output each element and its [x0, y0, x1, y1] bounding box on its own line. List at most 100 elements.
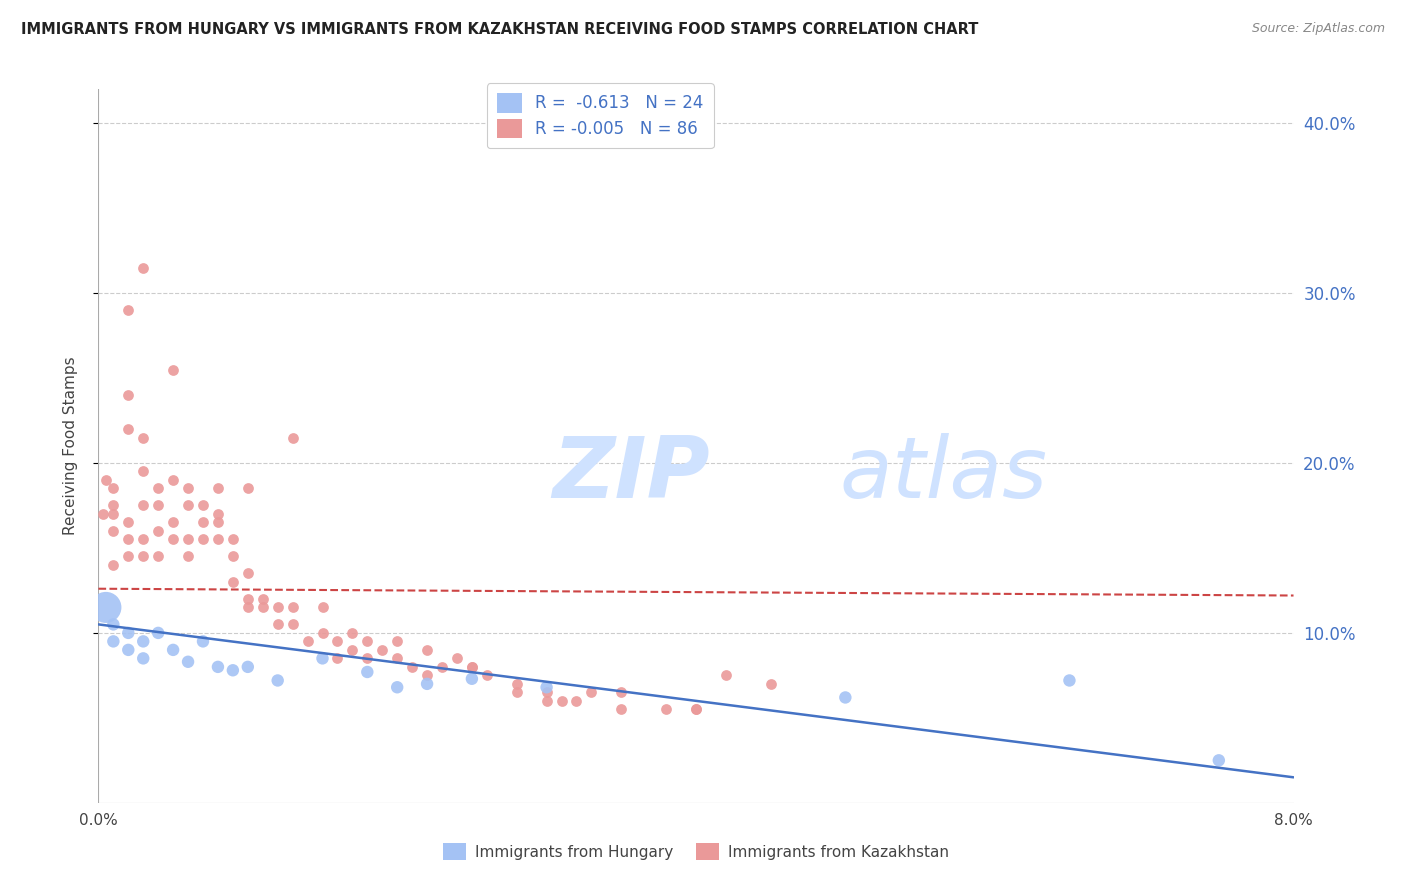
Point: [326, 634, 349, 648]
Point: [536, 694, 558, 708]
Point: [103, 634, 125, 648]
Text: ZIP: ZIP: [553, 433, 710, 516]
Point: [385, 680, 409, 694]
Point: [132, 430, 155, 444]
Point: [91, 507, 114, 521]
Point: [759, 677, 782, 691]
Point: [94, 600, 117, 615]
Point: [132, 651, 155, 665]
Point: [342, 643, 364, 657]
Point: [222, 663, 245, 677]
Point: [236, 482, 259, 496]
Point: [252, 600, 274, 615]
Point: [148, 524, 170, 538]
Point: [117, 626, 139, 640]
Point: [162, 362, 184, 376]
Point: [356, 651, 378, 665]
Point: [162, 533, 184, 547]
Point: [281, 600, 304, 615]
Point: [191, 634, 214, 648]
Point: [222, 574, 245, 589]
Point: [685, 702, 707, 716]
Point: [117, 549, 139, 564]
Point: [148, 482, 170, 496]
Point: [610, 702, 633, 716]
Point: [132, 533, 155, 547]
Point: [117, 303, 139, 318]
Point: [236, 591, 259, 606]
Point: [148, 499, 170, 513]
Point: [311, 626, 333, 640]
Point: [207, 482, 229, 496]
Point: [416, 677, 439, 691]
Point: [132, 499, 155, 513]
Point: [311, 651, 333, 665]
Point: [685, 702, 707, 716]
Point: [326, 651, 349, 665]
Point: [117, 422, 139, 436]
Point: [207, 660, 229, 674]
Point: [117, 516, 139, 530]
Point: [356, 665, 378, 679]
Point: [236, 660, 259, 674]
Legend: Immigrants from Hungary, Immigrants from Kazakhstan: Immigrants from Hungary, Immigrants from…: [437, 837, 955, 866]
Point: [401, 660, 423, 674]
Point: [371, 643, 394, 657]
Point: [207, 516, 229, 530]
Point: [342, 626, 364, 640]
Point: [177, 533, 200, 547]
Point: [191, 516, 214, 530]
Point: [267, 617, 290, 632]
Point: [103, 524, 125, 538]
Point: [162, 516, 184, 530]
Point: [385, 634, 409, 648]
Point: [1208, 753, 1230, 767]
Point: [177, 482, 200, 496]
Point: [581, 685, 603, 699]
Point: [117, 533, 139, 547]
Point: [117, 388, 139, 402]
Point: [236, 566, 259, 581]
Point: [446, 651, 468, 665]
Point: [162, 473, 184, 487]
Point: [103, 507, 125, 521]
Text: atlas: atlas: [839, 433, 1047, 516]
Point: [222, 533, 245, 547]
Point: [267, 673, 290, 688]
Point: [834, 690, 856, 705]
Point: [148, 626, 170, 640]
Point: [191, 499, 214, 513]
Point: [207, 507, 229, 521]
Point: [177, 549, 200, 564]
Point: [281, 617, 304, 632]
Point: [506, 685, 529, 699]
Point: [94, 473, 117, 487]
Point: [297, 634, 319, 648]
Point: [177, 499, 200, 513]
Point: [416, 668, 439, 682]
Point: [117, 643, 139, 657]
Point: [461, 660, 484, 674]
Point: [281, 430, 304, 444]
Point: [103, 482, 125, 496]
Point: [311, 600, 333, 615]
Point: [252, 591, 274, 606]
Point: [536, 685, 558, 699]
Point: [191, 533, 214, 547]
Text: Source: ZipAtlas.com: Source: ZipAtlas.com: [1251, 22, 1385, 36]
Point: [550, 694, 572, 708]
Point: [416, 643, 439, 657]
Point: [132, 634, 155, 648]
Point: [132, 260, 155, 275]
Point: [207, 533, 229, 547]
Point: [103, 499, 125, 513]
Point: [565, 694, 588, 708]
Point: [177, 655, 200, 669]
Point: [222, 549, 245, 564]
Text: IMMIGRANTS FROM HUNGARY VS IMMIGRANTS FROM KAZAKHSTAN RECEIVING FOOD STAMPS CORR: IMMIGRANTS FROM HUNGARY VS IMMIGRANTS FR…: [21, 22, 979, 37]
Point: [162, 643, 184, 657]
Point: [536, 680, 558, 694]
Point: [267, 600, 290, 615]
Point: [714, 668, 737, 682]
Point: [430, 660, 453, 674]
